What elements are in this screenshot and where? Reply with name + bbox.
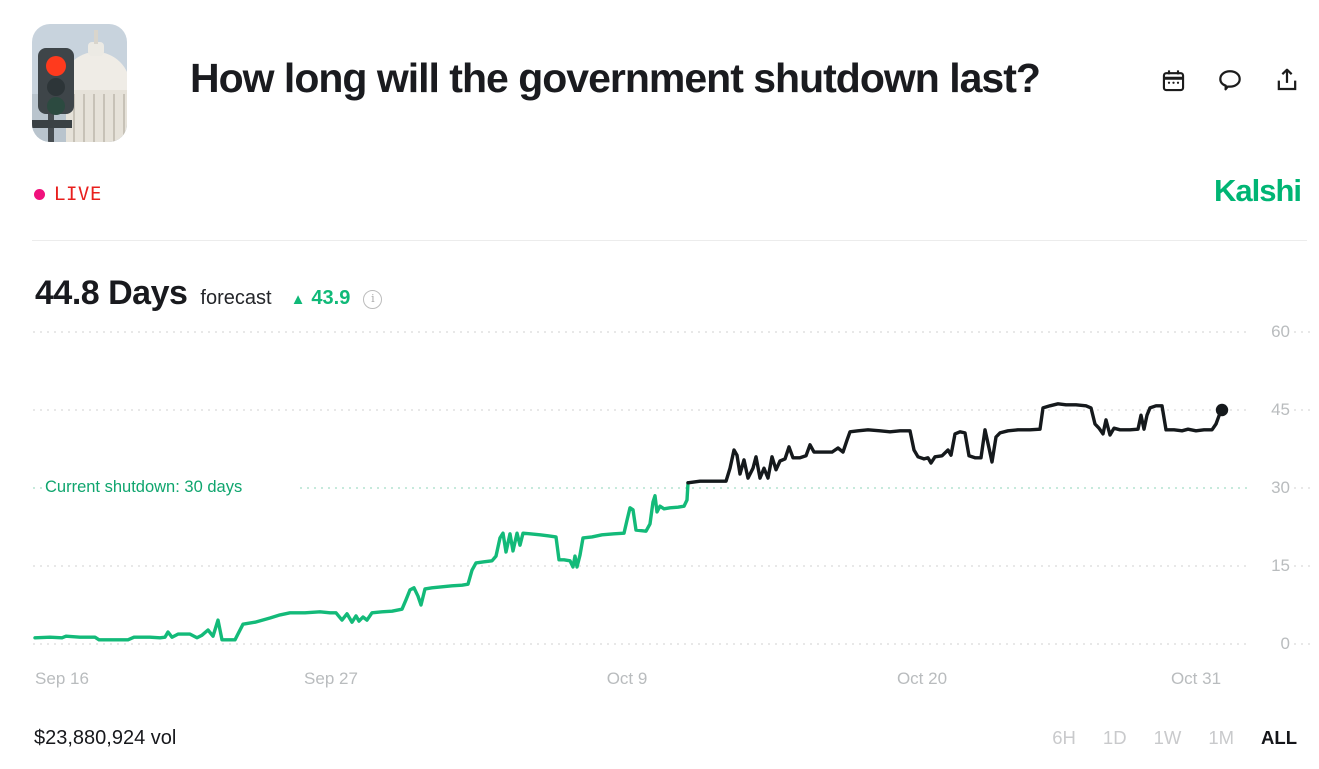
range-all[interactable]: ALL [1261,727,1297,748]
range-1d[interactable]: 1D [1102,727,1127,748]
price-history-chart[interactable] [0,300,1319,662]
forecast-row: 44.8 Days forecast ▲ 43.9 i [35,274,383,313]
capitol-traffic-light-illustration [32,24,127,142]
time-range-selector: 6H 1D 1W 1M ALL [1052,727,1297,749]
market-thumbnail-image [32,24,127,142]
live-label: LIVE [54,183,102,205]
range-1w[interactable]: 1W [1153,727,1182,748]
comment-icon [1219,70,1241,91]
y-tick-45: 45 [1271,400,1290,419]
delta-up-icon: ▲ [290,291,306,308]
share-button[interactable] [1271,64,1303,96]
info-icon[interactable]: i [363,289,383,309]
delta-value: 43.9 [311,287,351,309]
y-tick-0: 0 [1280,634,1290,653]
y-tick-30: 30 [1271,478,1290,497]
live-indicator: LIVE [34,183,102,205]
comments-button[interactable] [1214,64,1246,96]
calendar-button[interactable] [1157,64,1189,96]
x-tick-sep16: Sep 16 [35,669,89,688]
kalshi-logo[interactable]: Kalshi [1208,172,1307,210]
current-shutdown-annotation: Current shutdown: 30 days [45,478,243,496]
forecast-label: forecast [200,287,272,309]
last-trade-dot [1215,403,1229,417]
x-tick-oct20: Oct 20 [896,669,948,688]
forecast-value: 44.8 Days [35,274,188,312]
forecast-delta: ▲ 43.9 [291,287,351,310]
header-divider [32,240,1307,241]
series-line-1 [686,402,1224,485]
series-line-0 [33,481,690,642]
live-dot-icon [34,188,45,200]
range-1m[interactable]: 1M [1208,727,1235,748]
range-6h[interactable]: 6H [1052,727,1076,748]
x-tick-sep27: Sep 27 [304,669,358,688]
y-tick-15: 15 [1271,556,1290,575]
volume-label: $23,880,924 vol [34,727,177,749]
header-actions [1157,64,1303,96]
x-tick-oct31: Oct 31 [1170,669,1222,688]
y-tick-60: 60 [1271,322,1290,341]
calendar-icon [1162,69,1184,91]
x-tick-oct9: Oct 9 [606,669,648,688]
page-title: How long will the government shutdown la… [190,55,1041,101]
share-icon [1277,68,1297,91]
